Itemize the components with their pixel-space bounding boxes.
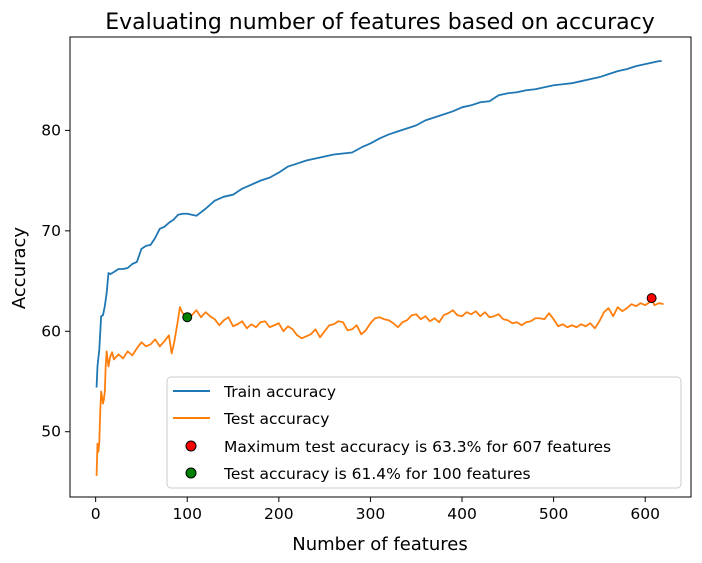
x-tick-label: 300 — [356, 505, 386, 523]
x-axis: 0 100 200 300 400 500 600 — [91, 497, 660, 523]
y-tick-label: 70 — [41, 222, 61, 240]
x-tick-label: 0 — [91, 505, 101, 523]
x-axis-label: Number of features — [292, 534, 467, 555]
series-line-1 — [95, 297, 664, 476]
y-axis-label: Accuracy — [9, 227, 30, 310]
series-line-0 — [95, 60, 662, 388]
y-tick-label: 60 — [41, 322, 61, 340]
legend-train-label: Train accuracy — [223, 383, 336, 401]
plot-area — [95, 60, 664, 476]
y-tick-label: 50 — [41, 423, 61, 441]
y-axis: 50 60 70 80 — [41, 121, 70, 441]
x-tick-label: 600 — [630, 505, 660, 523]
x-tick-label: 100 — [172, 505, 202, 523]
legend-frame — [166, 376, 682, 489]
x-tick-label: 200 — [264, 505, 294, 523]
legend-100-marker — [185, 467, 197, 479]
axes-frame — [69, 36, 692, 498]
x-tick-label: 400 — [447, 505, 477, 523]
marker-point-2 — [646, 293, 657, 304]
legend-max-label: Maximum test accuracy is 63.3% for 607 f… — [224, 438, 611, 456]
legend: Train accuracy Test accuracy Maximum tes… — [166, 376, 682, 489]
chart-title: Evaluating number of features based on a… — [105, 10, 655, 35]
x-tick-label: 500 — [539, 505, 569, 523]
y-tick-label: 80 — [41, 121, 61, 139]
legend-100-label: Test accuracy is 61.4% for 100 features — [223, 465, 531, 483]
marker-point-3 — [182, 312, 193, 323]
legend-max-marker — [185, 440, 197, 452]
legend-test-label: Test accuracy — [223, 410, 329, 428]
